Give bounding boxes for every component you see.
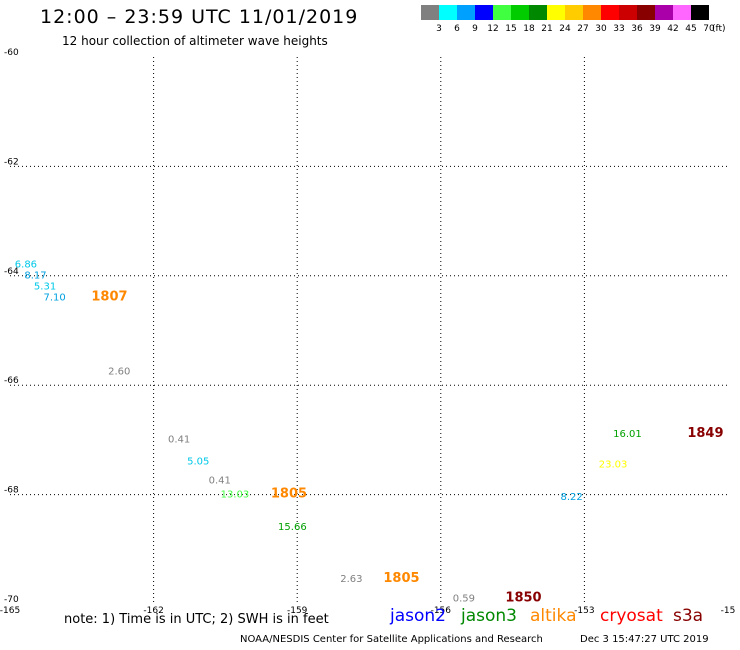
y-tick-label: -62: [4, 157, 19, 167]
color-swatch: [493, 5, 511, 20]
wave-height-label: 5.05: [187, 457, 209, 468]
units-note: note: 1) Time is in UTC; 2) SWH is in fe…: [64, 612, 329, 627]
wave-height-label: 2.63: [340, 574, 362, 585]
color-scale-label: 6: [454, 24, 460, 34]
footer-credit: NOAA/NESDIS Center for Satellite Applica…: [240, 634, 543, 645]
y-tick-label: -68: [4, 486, 19, 496]
color-swatch: [421, 5, 439, 20]
color-scale-label: 21: [541, 24, 553, 34]
color-scale-unit: (ft): [712, 24, 726, 34]
color-swatch: [619, 5, 637, 20]
wave-height-label: 15.66: [278, 522, 307, 533]
footer-timestamp: Dec 3 15:47:27 UTC 2019: [580, 634, 709, 645]
wave-height-label: 23.03: [599, 459, 628, 470]
color-scale-label: 18: [523, 24, 535, 34]
legend-jason2: jason2: [390, 606, 446, 626]
wave-height-label: 0.41: [168, 435, 190, 446]
color-scale-label: 27: [577, 24, 589, 34]
color-scale-label: 42: [667, 24, 679, 34]
color-swatch: [691, 5, 709, 20]
color-scale-label: 70: [703, 24, 715, 34]
color-swatch: [529, 5, 547, 20]
color-scale-label: 36: [631, 24, 643, 34]
color-swatch: [475, 5, 493, 20]
x-tick-label: -153: [574, 606, 594, 616]
color-swatch: [565, 5, 583, 20]
wave-height-label: 6.86: [15, 260, 37, 271]
chart-subtitle: 12 hour collection of altimeter wave hei…: [62, 34, 328, 48]
color-scale-label: 3: [436, 24, 442, 34]
color-scale-label: 9: [472, 24, 478, 34]
color-swatch: [457, 5, 475, 20]
x-tick-label: -156: [431, 606, 452, 616]
legend-jason3: jason3: [461, 606, 517, 626]
color-scale-label: 33: [613, 24, 625, 34]
time-label: 1805: [271, 486, 307, 501]
legend-cryosat: cryosat: [600, 606, 663, 626]
chart-title: 12:00 – 23:59 UTC 11/01/2019: [40, 6, 359, 28]
color-swatch: [547, 5, 565, 20]
wave-height-label: 0.59: [453, 593, 475, 604]
x-tick-label: -165: [0, 606, 20, 616]
x-tick-label: -162: [143, 606, 163, 616]
legend-s3a: s3a: [673, 606, 704, 626]
y-tick-label: -66: [4, 376, 19, 386]
color-scale-label: 39: [649, 24, 661, 34]
wave-height-label: 8.17: [24, 271, 46, 282]
color-swatch: [583, 5, 601, 20]
color-scale-label: 45: [685, 24, 697, 34]
wave-height-label: 0.41: [209, 476, 231, 487]
time-label: 1807: [91, 289, 127, 304]
x-tick-label: -15: [721, 606, 736, 616]
color-swatch: [439, 5, 457, 20]
color-swatch: [673, 5, 691, 20]
time-label: 1850: [505, 590, 541, 605]
time-label: 1849: [687, 426, 723, 441]
y-tick-label: -70: [4, 595, 19, 605]
color-swatch: [511, 5, 529, 20]
color-swatch: [601, 5, 619, 20]
y-tick-label: -64: [4, 267, 19, 277]
color-scale-label: 12: [487, 24, 499, 34]
wave-height-label: 5.31: [34, 281, 56, 292]
x-tick-label: -159: [287, 606, 308, 616]
color-swatch: [655, 5, 673, 20]
wave-height-label: 13.03: [221, 489, 250, 500]
wave-height-label: 7.10: [44, 292, 66, 303]
time-label: 1805: [383, 571, 419, 586]
color-scale-label: 15: [505, 24, 517, 34]
legend-altika: altika: [530, 606, 577, 626]
color-swatch: [637, 5, 655, 20]
color-scale-label: 30: [595, 24, 607, 34]
color-scale-label: 24: [559, 24, 571, 34]
wave-height-label: 16.01: [613, 429, 642, 440]
wave-height-label: 2.60: [108, 366, 130, 377]
wave-height-label: 8.22: [560, 492, 582, 503]
y-tick-label: -60: [4, 48, 19, 58]
